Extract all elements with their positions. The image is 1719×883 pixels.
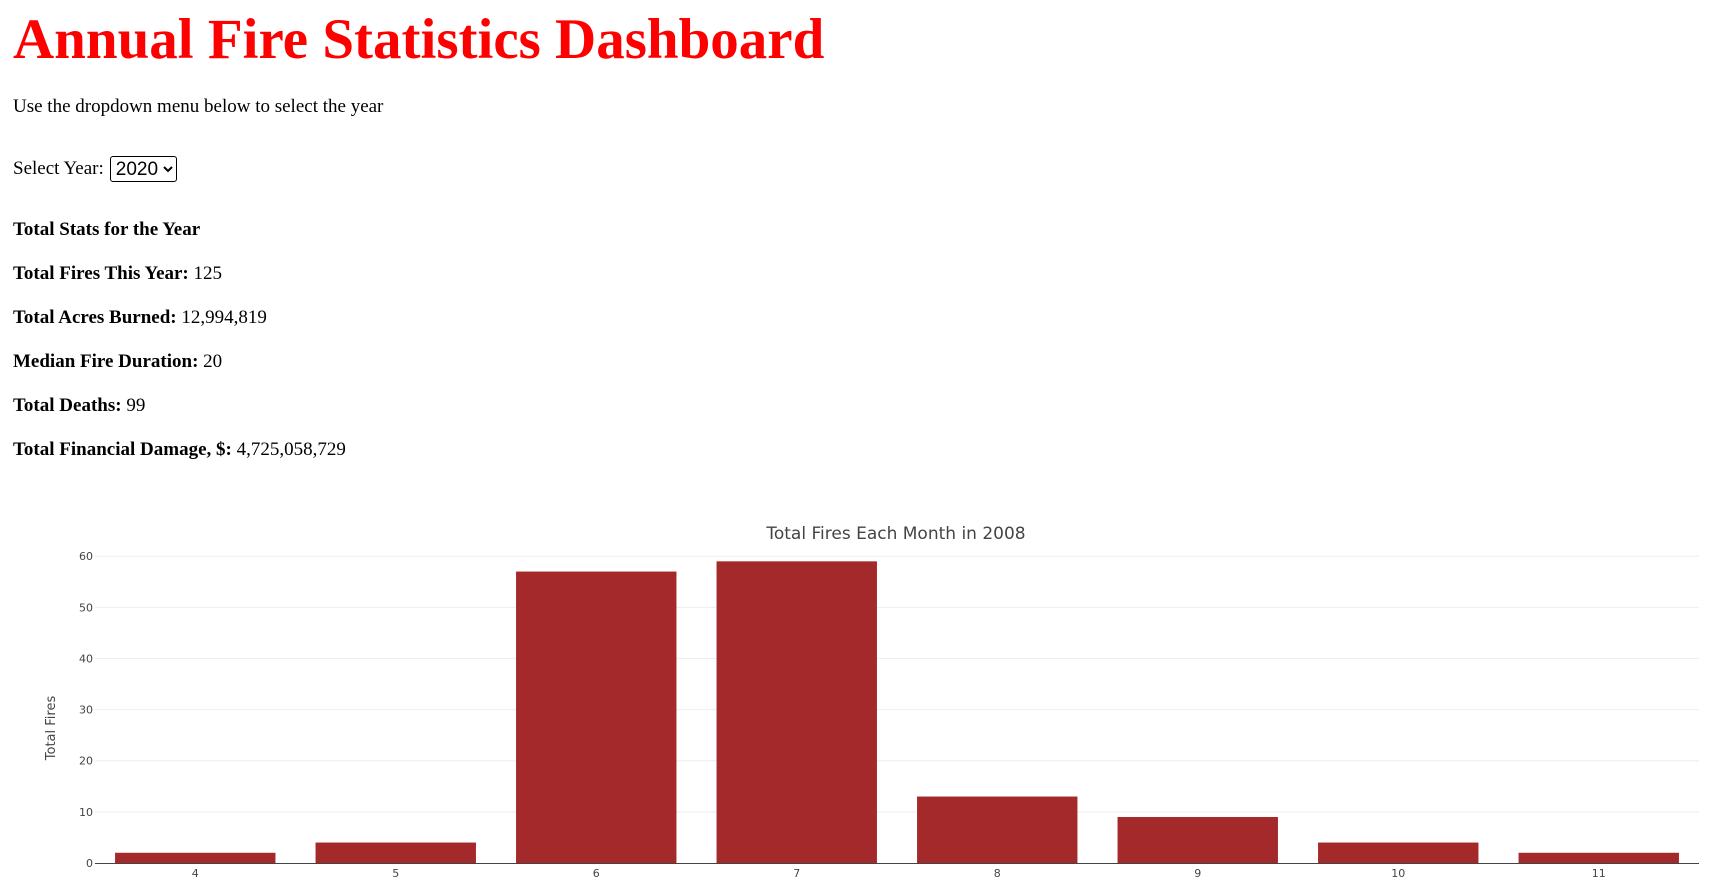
dashboard-page: Annual Fire Statistics Dashboard Use the… bbox=[0, 6, 1719, 461]
bars bbox=[115, 561, 1679, 863]
bar-month-7[interactable] bbox=[716, 561, 877, 863]
y-tick-label: 30 bbox=[79, 704, 93, 717]
year-select-label: Select Year: bbox=[13, 158, 104, 179]
x-tick-label: 7 bbox=[793, 867, 800, 878]
year-select-row: Select Year: 2020 bbox=[13, 156, 1706, 182]
stat-value: 12,994,819 bbox=[181, 307, 267, 328]
bar-month-6[interactable] bbox=[516, 571, 677, 863]
x-tick-label: 8 bbox=[994, 867, 1001, 878]
bar-month-9[interactable] bbox=[1117, 816, 1278, 863]
grid-lines bbox=[95, 555, 1699, 813]
stat-total-deaths: Total Deaths: 99 bbox=[13, 395, 1706, 417]
x-tick-label: 5 bbox=[392, 867, 399, 878]
bar-month-8[interactable] bbox=[917, 796, 1078, 863]
x-tick-label: 10 bbox=[1391, 867, 1405, 878]
x-tick-label: 11 bbox=[1592, 867, 1606, 878]
stat-value: 4,725,058,729 bbox=[236, 439, 346, 460]
chart-svg: Total Fires Each Month in 2008 Total Fir… bbox=[44, 524, 1699, 880]
y-tick-label: 60 bbox=[79, 550, 93, 563]
y-tick-label: 50 bbox=[79, 601, 93, 614]
x-tick-label: 9 bbox=[1194, 867, 1201, 878]
stat-value: 125 bbox=[193, 263, 223, 284]
y-tick-label: 40 bbox=[79, 652, 93, 665]
bar-month-10[interactable] bbox=[1318, 842, 1479, 863]
page-title: Annual Fire Statistics Dashboard bbox=[13, 8, 825, 71]
stat-value: 99 bbox=[126, 395, 146, 416]
monthly-fires-chart: Total Fires Each Month in 2008 Total Fir… bbox=[0, 506, 1719, 880]
instruction-text: Use the dropdown menu below to select th… bbox=[13, 96, 384, 117]
stat-financial-damage: Total Financial Damage, $: 4,725,058,729 bbox=[13, 439, 1706, 461]
stat-label: Total Deaths: bbox=[13, 395, 122, 416]
stat-total-fires: Total Fires This Year: 125 bbox=[13, 263, 1706, 285]
chart-title: Total Fires Each Month in 2008 bbox=[765, 524, 1025, 544]
stat-label: Total Financial Damage, $: bbox=[13, 439, 232, 460]
y-tick-labels: 0 10 20 30 40 50 60 bbox=[79, 550, 93, 870]
stat-median-duration: Median Fire Duration: 20 bbox=[13, 351, 1706, 373]
x-tick-labels: 4 5 6 7 8 9 10 11 bbox=[192, 867, 1606, 880]
bar-month-5[interactable] bbox=[315, 842, 476, 863]
bar-month-4[interactable] bbox=[115, 852, 276, 863]
x-tick-label: 4 bbox=[192, 867, 199, 878]
stat-label: Median Fire Duration: bbox=[13, 351, 199, 372]
year-select[interactable]: 2020 bbox=[109, 156, 177, 182]
stat-label: Total Fires This Year: bbox=[13, 263, 189, 284]
stat-value: 20 bbox=[203, 351, 223, 372]
y-tick-label: 20 bbox=[79, 755, 93, 768]
bar-month-11[interactable] bbox=[1518, 852, 1679, 863]
stat-label: Total Acres Burned: bbox=[13, 307, 177, 328]
y-tick-label: 0 bbox=[86, 857, 93, 870]
y-axis-label: Total Fires bbox=[44, 696, 59, 762]
stat-total-acres: Total Acres Burned: 12,994,819 bbox=[13, 307, 1706, 329]
stats-heading: Total Stats for the Year bbox=[13, 219, 201, 240]
y-tick-label: 10 bbox=[79, 806, 93, 819]
x-tick-label: 6 bbox=[593, 867, 600, 878]
